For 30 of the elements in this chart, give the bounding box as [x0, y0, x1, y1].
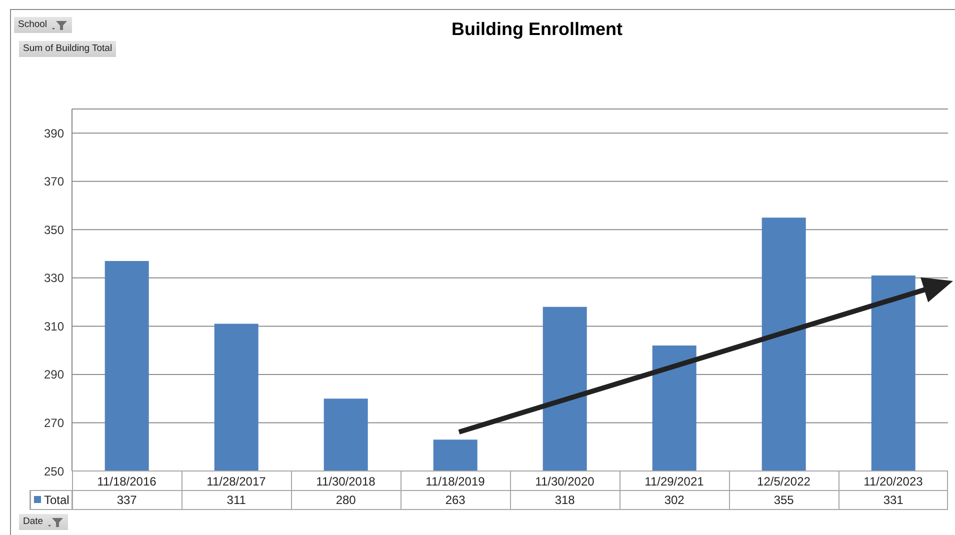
y-tick-label: 350 [44, 222, 64, 237]
x-tick-label: 11/29/2021 [644, 474, 704, 489]
y-tick-label: 390 [44, 126, 64, 140]
y-tick-label: 250 [44, 464, 64, 478]
data-label: 318 [554, 493, 576, 507]
field-button: Date [19, 514, 68, 530]
legend-label: Total [44, 493, 70, 507]
y-tick-label: 290 [44, 368, 64, 382]
data-label: 302 [664, 493, 685, 507]
x-tick-label: 11/18/2019 [426, 474, 486, 489]
y-tick-label: 270 [44, 416, 64, 430]
x-tick-label: 12/5/2022 [757, 474, 811, 489]
x-tick-label: 11/18/2016 [97, 474, 157, 489]
data-label: 263 [445, 493, 466, 507]
y-tick-label: 330 [44, 271, 64, 286]
y-tick-label: 370 [44, 174, 64, 189]
data-label: 331 [883, 493, 904, 507]
data-label: 355 [774, 493, 794, 507]
x-tick-label: 11/30/2018 [316, 474, 376, 489]
x-axis-title: Date [23, 515, 44, 529]
data-label: 280 [336, 493, 356, 507]
field-button: Sum of Building Total [19, 41, 116, 57]
x-tick-label: 11/30/2020 [535, 474, 595, 489]
x-tick-label: 11/28/2017 [206, 474, 266, 489]
data-label: 311 [226, 493, 246, 507]
x-tick-label: 11/20/2023 [864, 474, 924, 489]
chart-title: Building Enrollment [452, 19, 622, 40]
data-label: 337 [116, 493, 138, 507]
y-tick-label: 310 [44, 319, 64, 334]
field-button: School [14, 17, 72, 33]
